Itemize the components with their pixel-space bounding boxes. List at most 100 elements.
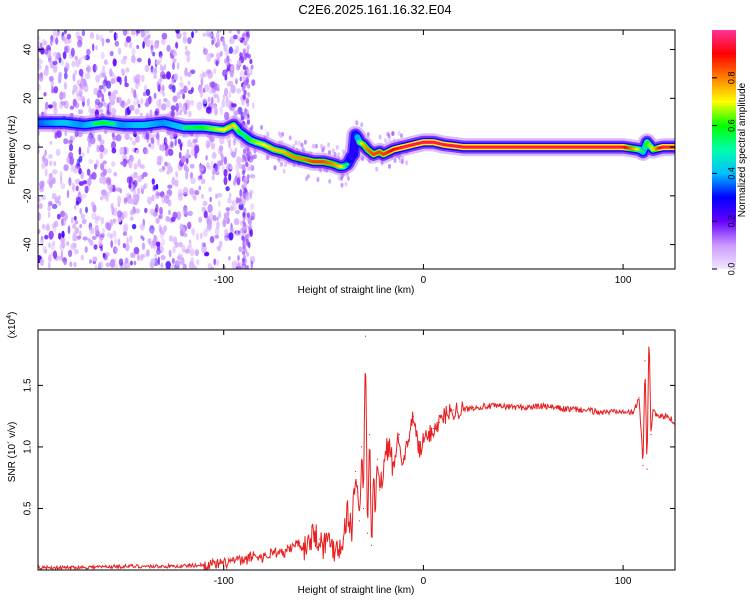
noise-speck	[144, 148, 150, 155]
noise-speck	[43, 71, 48, 76]
noise-speck	[171, 257, 175, 264]
snr-point	[650, 434, 652, 436]
noise-speck	[80, 77, 84, 86]
noise-speck	[69, 156, 75, 166]
noise-speck	[96, 90, 101, 99]
noise-speck	[63, 138, 69, 145]
snr-point	[406, 446, 408, 448]
snr-point	[73, 566, 75, 569]
noise-speck	[55, 37, 59, 45]
noise-speck	[229, 227, 235, 233]
noise-speck	[74, 102, 80, 109]
noise-speck	[228, 30, 232, 34]
noise-speck	[155, 217, 160, 224]
noise-speck	[48, 179, 54, 189]
noise-speck	[156, 155, 162, 163]
noise-speck	[170, 78, 175, 85]
noise-speck	[71, 90, 75, 95]
noise-speck	[93, 244, 98, 250]
noise-speck	[206, 53, 212, 62]
noise-speck	[122, 210, 128, 219]
snr-point	[299, 542, 301, 544]
noise-speck	[68, 143, 74, 152]
noise-speck	[160, 254, 166, 261]
noise-speck	[320, 143, 323, 149]
noise-speck	[187, 221, 192, 230]
noise-speck	[99, 72, 103, 79]
noise-speck	[203, 46, 206, 53]
noise-speck	[273, 165, 277, 171]
noise-speck	[137, 187, 141, 195]
y-tick-label: 40	[23, 44, 34, 56]
noise-speck	[312, 143, 315, 149]
noise-speck	[241, 257, 245, 263]
noise-speck	[216, 52, 221, 59]
noise-speck	[251, 102, 255, 109]
noise-speck	[87, 178, 92, 187]
noise-speck	[229, 164, 233, 170]
noise-speck	[144, 30, 150, 35]
noise-speck	[117, 210, 122, 219]
noise-speck	[76, 158, 81, 167]
snr-point	[253, 554, 255, 556]
snr-point	[378, 489, 381, 491]
noise-speck	[135, 149, 140, 154]
noise-speck	[140, 164, 145, 169]
noise-speck	[214, 234, 219, 239]
noise-speck	[111, 147, 117, 154]
noise-speck	[163, 98, 168, 103]
noise-speck	[113, 171, 118, 177]
noise-speck	[168, 235, 174, 242]
noise-speck	[117, 47, 122, 55]
noise-speck	[95, 74, 101, 83]
noise-speck	[248, 150, 252, 156]
noise-speck	[303, 139, 307, 145]
noise-speck	[160, 238, 166, 247]
noise-speck	[41, 224, 47, 231]
noise-speck	[71, 60, 76, 68]
noise-speck	[249, 58, 253, 65]
noise-speck	[228, 91, 232, 98]
noise-speck	[229, 106, 235, 112]
noise-speck	[92, 256, 98, 262]
noise-speck	[219, 106, 223, 115]
noise-speck	[180, 155, 187, 163]
noise-speck	[355, 120, 359, 126]
noise-speck	[225, 99, 231, 108]
noise-speck	[198, 185, 202, 191]
noise-speck	[150, 258, 156, 265]
snr-point	[372, 483, 375, 485]
noise-speck	[201, 178, 206, 185]
noise-speck	[38, 72, 44, 82]
noise-speck	[245, 36, 249, 42]
noise-speck	[200, 78, 204, 86]
noise-speck	[202, 32, 207, 37]
noise-speck	[228, 256, 231, 261]
noise-speck	[48, 172, 53, 180]
snr-point	[422, 440, 424, 442]
noise-speck	[45, 225, 51, 232]
snr-point	[342, 538, 345, 540]
snr-point	[482, 405, 484, 407]
noise-speck	[112, 58, 117, 67]
noise-speck	[99, 176, 104, 184]
noise-speck	[52, 34, 56, 43]
noise-speck	[168, 209, 171, 216]
noise-speck	[142, 253, 147, 258]
noise-speck	[144, 207, 148, 214]
noise-speck	[55, 148, 61, 157]
noise-speck	[233, 218, 240, 226]
noise-speck	[47, 104, 53, 109]
noise-speck	[102, 227, 105, 235]
noise-speck	[170, 140, 174, 148]
noise-speck	[100, 246, 103, 252]
noise-speck	[187, 37, 192, 45]
noise-speck	[192, 196, 197, 201]
snr-panel: -100 0 100 0.5 1.0 1.5 Height of straight lin…	[6, 312, 676, 596]
noise-speck	[235, 78, 238, 85]
noise-speck	[60, 59, 65, 66]
noise-speck	[237, 254, 240, 261]
noise-speck	[157, 78, 162, 85]
noise-speck	[70, 217, 74, 224]
noise-speck	[133, 260, 137, 266]
